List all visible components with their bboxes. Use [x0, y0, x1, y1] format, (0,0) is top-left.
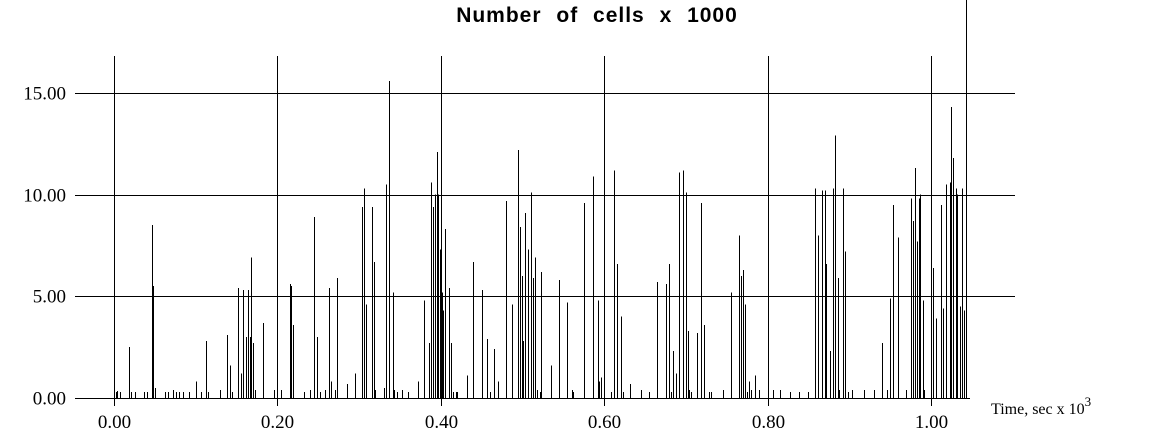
x-tick-label: 0.00 — [98, 412, 131, 433]
y-tick-label: 15.00 — [23, 84, 66, 105]
ticks-layer: 0.00 5.00 10.00 15.00 0.00 0.20 0.40 0.60 0.80 1.… — [23, 84, 948, 434]
x-axis-label-text: Time, sec x 10 — [991, 401, 1085, 418]
x-axis-label-superscript: 3 — [1085, 394, 1092, 409]
x-tick-label: 0.20 — [261, 412, 294, 433]
x-axis-label: Time, sec x 103 — [991, 394, 1091, 418]
bars-layer — [115, 0, 968, 398]
x-tick-label: 0.40 — [425, 412, 458, 433]
y-tick-label: 10.00 — [23, 186, 66, 207]
y-tick-label: 0.00 — [33, 389, 66, 410]
x-tick-label: 1.00 — [915, 412, 948, 433]
x-tick-label: 0.80 — [752, 412, 785, 433]
x-tick-label: 0.60 — [588, 412, 621, 433]
y-tick-label: 5.00 — [33, 287, 66, 308]
chart-title: Number of cells x 1000 — [456, 4, 738, 27]
grid-layer — [75, 56, 1015, 406]
